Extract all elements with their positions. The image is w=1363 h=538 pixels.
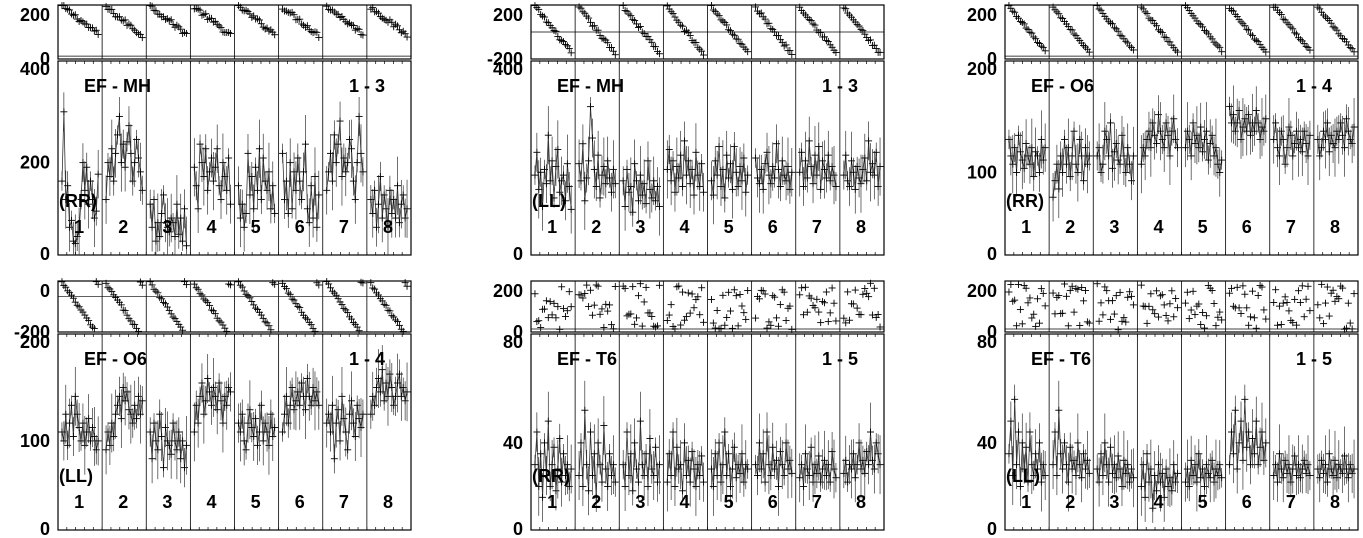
phase-tick-label: 0 (987, 49, 997, 69)
baseline-label: EF - T6 (557, 349, 617, 369)
phase-tick-label: 200 (20, 5, 50, 25)
antenna-label-5: 5 (251, 492, 261, 512)
baseline-label: EF - MH (557, 76, 624, 96)
antenna-label-6: 6 (1242, 217, 1252, 237)
antenna-label-1: 1 (74, 217, 84, 237)
antenna-label-8: 8 (383, 217, 393, 237)
phase-tick-label: 200 (493, 5, 523, 25)
amp-tick-label: 80 (503, 332, 523, 352)
antenna-label-7: 7 (339, 492, 349, 512)
amp-tick-label: 200 (20, 153, 50, 173)
antenna-label-1: 1 (547, 492, 557, 512)
antenna-label-2: 2 (118, 217, 128, 237)
phase-tick-label: 200 (967, 281, 997, 301)
antenna-label-6: 6 (295, 217, 305, 237)
pair-label: 1 - 3 (822, 76, 858, 96)
phase-tick-label: -200 (14, 322, 50, 342)
amp-tick-label: 0 (513, 244, 523, 264)
polarization-label: (LL) (532, 191, 566, 211)
baseline-label: EF - MH (84, 76, 151, 96)
antenna-label-8: 8 (856, 217, 866, 237)
antenna-label-2: 2 (591, 217, 601, 237)
amp-tick-label: 200 (20, 332, 50, 352)
polarization-label: (RR) (1006, 191, 1044, 211)
antenna-label-7: 7 (812, 492, 822, 512)
amp-tick-label: 0 (40, 244, 50, 264)
antenna-label-5: 5 (1198, 217, 1208, 237)
antenna-label-2: 2 (118, 492, 128, 512)
amp-tick-label: 0 (513, 519, 523, 538)
antenna-label-3: 3 (1109, 217, 1119, 237)
antenna-label-5: 5 (724, 217, 734, 237)
baseline-label: EF - O6 (1031, 76, 1094, 96)
antenna-label-8: 8 (1330, 217, 1340, 237)
phase-tick-label: 0 (513, 322, 523, 342)
amp-tick-label: 100 (20, 431, 50, 451)
antenna-label-3: 3 (162, 492, 172, 512)
antenna-label-1: 1 (547, 217, 557, 237)
baseline-label: EF - O6 (84, 349, 147, 369)
antenna-label-3: 3 (635, 492, 645, 512)
pair-label: 1 - 4 (349, 349, 385, 369)
phase-tick-label: 0 (40, 49, 50, 69)
amp-tick-label: 100 (967, 162, 997, 182)
polarization-label: (LL) (59, 466, 93, 486)
antenna-label-5: 5 (251, 217, 261, 237)
amp-tick-label: 400 (20, 59, 50, 79)
phase-tick-label: 200 (493, 281, 523, 301)
polarization-label: (RR) (532, 466, 570, 486)
antenna-label-8: 8 (383, 492, 393, 512)
antenna-label-4: 4 (206, 217, 216, 237)
antenna-label-4: 4 (206, 492, 216, 512)
antenna-label-1: 1 (1021, 217, 1031, 237)
amp-tick-label: 40 (503, 433, 523, 453)
antenna-label-7: 7 (339, 217, 349, 237)
antenna-label-6: 6 (768, 217, 778, 237)
antenna-label-6: 6 (768, 492, 778, 512)
antenna-label-4: 4 (679, 217, 689, 237)
pair-label: 1 - 5 (822, 349, 858, 369)
antenna-label-8: 8 (856, 492, 866, 512)
pair-label: 1 - 3 (349, 76, 385, 96)
antenna-label-3: 3 (162, 217, 172, 237)
antenna-label-2: 2 (1065, 217, 1075, 237)
pair-label: 1 - 4 (1296, 76, 1332, 96)
phase-tick-label: 0 (40, 281, 50, 301)
antenna-label-4: 4 (1153, 217, 1163, 237)
amp-tick-label: 0 (40, 519, 50, 538)
phase-tick-label: 0 (987, 322, 997, 342)
phase-tick-label: 200 (967, 5, 997, 25)
polarization-label: (RR) (59, 191, 97, 211)
antenna-label-1: 1 (74, 492, 84, 512)
antenna-label-4: 4 (679, 492, 689, 512)
phase-tick-label: -200 (487, 49, 523, 69)
antenna-label-3: 3 (635, 217, 645, 237)
amp-tick-label: 200 (967, 59, 997, 79)
amp-tick-label: 0 (987, 244, 997, 264)
amp-tick-label: 400 (493, 59, 523, 79)
antenna-label-6: 6 (295, 492, 305, 512)
antenna-label-2: 2 (591, 492, 601, 512)
antenna-label-7: 7 (812, 217, 822, 237)
antenna-label-7: 7 (1286, 217, 1296, 237)
antenna-label-5: 5 (724, 492, 734, 512)
